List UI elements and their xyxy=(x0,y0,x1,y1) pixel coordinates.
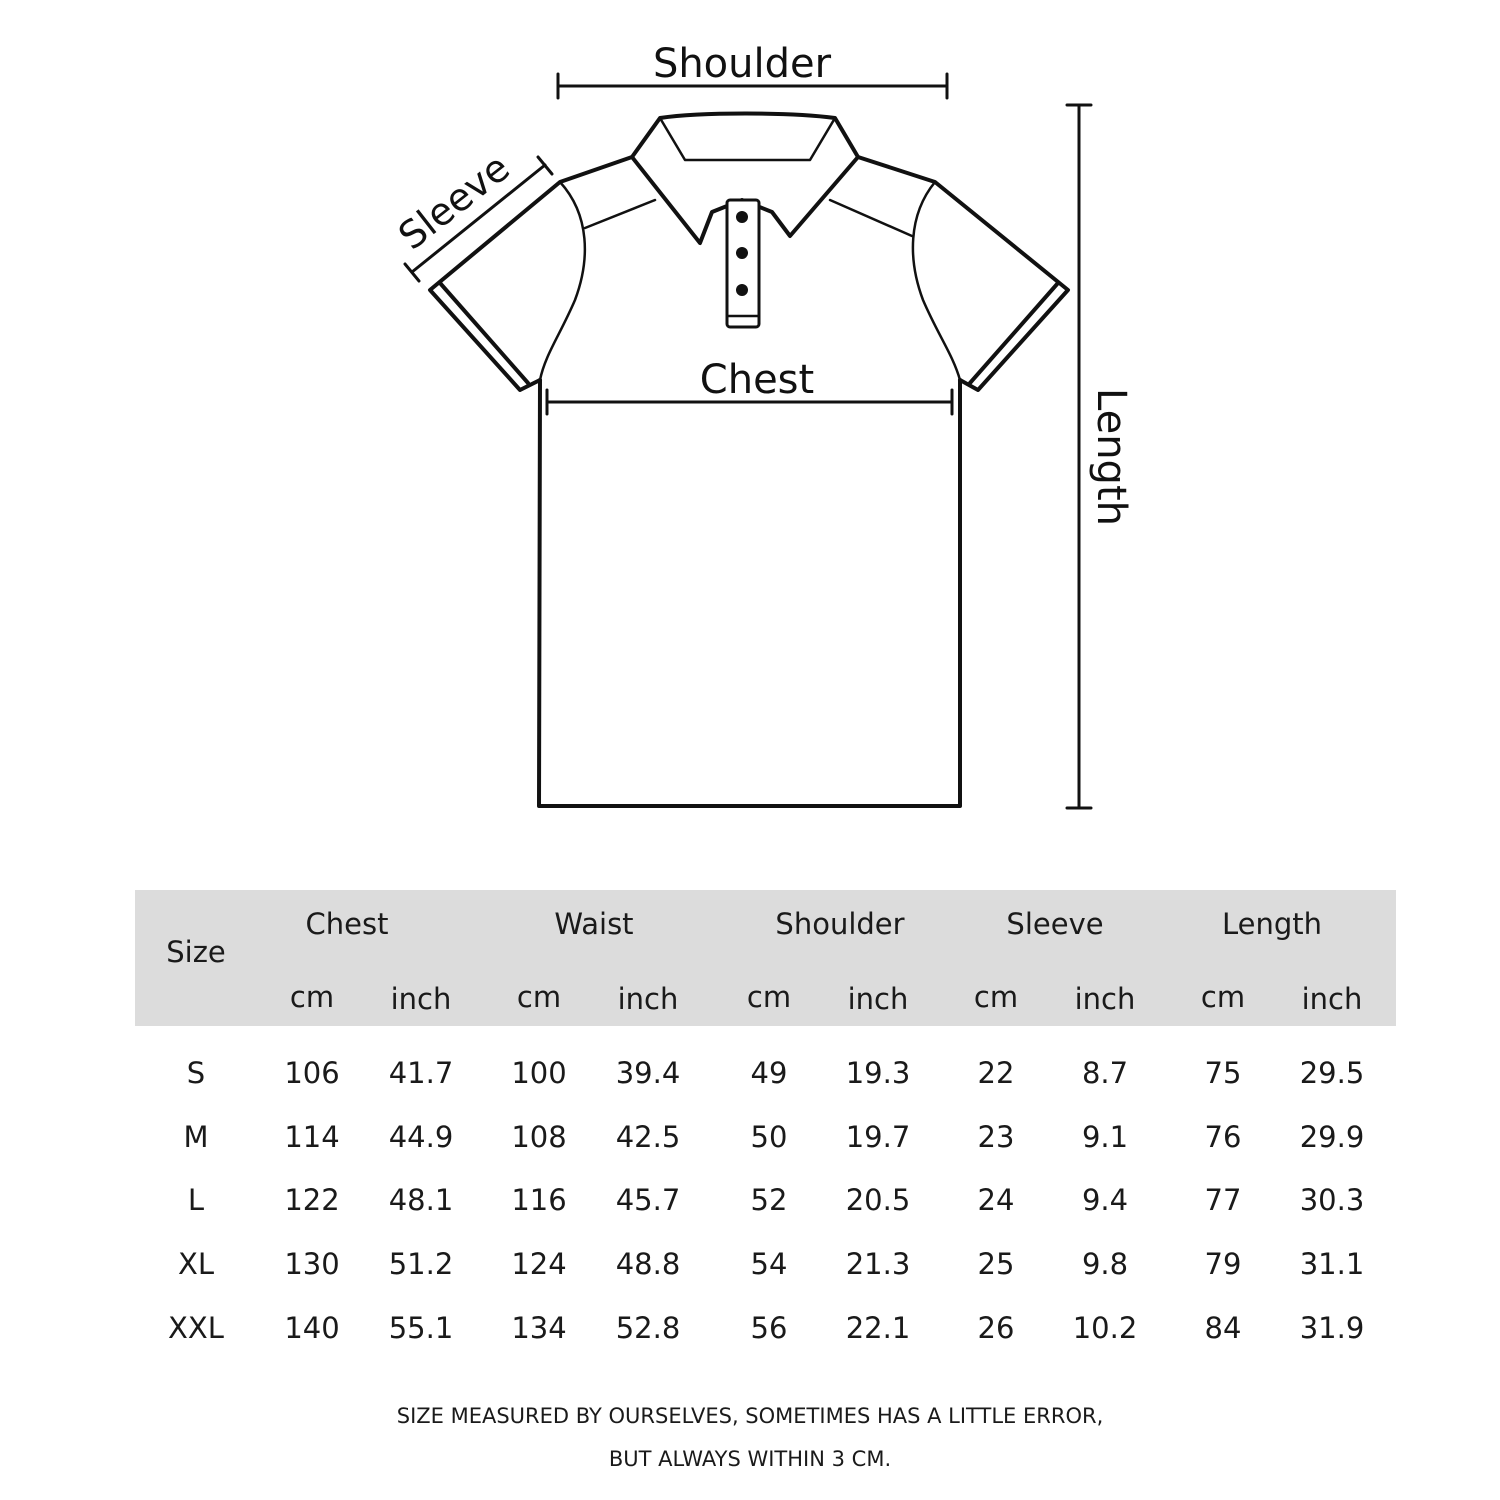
unit-header-cm: cm xyxy=(1200,980,1246,1014)
shoulder-measure xyxy=(556,72,949,100)
group-header: Sleeve xyxy=(1006,907,1104,941)
table-cell: 100 xyxy=(511,1056,567,1090)
chest-measure xyxy=(545,388,954,416)
table-cell: 29.5 xyxy=(1299,1056,1365,1090)
length-label: Length xyxy=(1088,388,1134,526)
table-cell: 22.1 xyxy=(845,1311,911,1345)
table-cell: 19.7 xyxy=(845,1120,911,1154)
table-cell: 114 xyxy=(284,1120,340,1154)
unit-header-cm: cm xyxy=(746,980,792,1014)
size-cell: XL xyxy=(177,1247,215,1281)
table-cell: 9.1 xyxy=(1081,1120,1129,1154)
table-cell: 76 xyxy=(1204,1120,1242,1154)
group-header: Waist xyxy=(554,907,634,941)
unit-header-inch: inch xyxy=(1074,982,1136,1016)
table-cell: 122 xyxy=(284,1183,340,1217)
table-cell: 21.3 xyxy=(845,1247,911,1281)
unit-header-cm: cm xyxy=(516,980,562,1014)
shoulder-label: Shoulder xyxy=(653,41,832,87)
button-icon xyxy=(736,284,748,296)
table-cell: 49 xyxy=(750,1056,788,1090)
table-cell: 25 xyxy=(977,1247,1015,1281)
table-header-background xyxy=(135,890,1396,1026)
table-cell: 106 xyxy=(284,1056,340,1090)
table-cell: 29.9 xyxy=(1299,1120,1365,1154)
table-cell: 48.8 xyxy=(615,1247,681,1281)
table-cell: 124 xyxy=(511,1247,567,1281)
table-cell: 20.5 xyxy=(845,1183,911,1217)
unit-header-cm: cm xyxy=(289,980,335,1014)
table-cell: 41.7 xyxy=(388,1056,454,1090)
group-header: Chest xyxy=(305,907,389,941)
size-cell: L xyxy=(187,1183,205,1217)
table-cell: 134 xyxy=(511,1311,567,1345)
group-header: Length xyxy=(1221,907,1323,941)
chest-label: Chest xyxy=(700,357,814,403)
table-cell: 77 xyxy=(1204,1183,1242,1217)
table-cell: 44.9 xyxy=(388,1120,454,1154)
size-cell: XXL xyxy=(168,1311,224,1345)
table-cell: 39.4 xyxy=(615,1056,681,1090)
button-icon xyxy=(736,247,748,259)
size-header: Size xyxy=(166,935,226,969)
group-header: Shoulder xyxy=(775,907,905,941)
table-cell: 19.3 xyxy=(845,1056,911,1090)
size-cell: S xyxy=(186,1056,206,1090)
table-cell: 130 xyxy=(284,1247,340,1281)
table-cell: 10.2 xyxy=(1072,1311,1138,1345)
table-cell: 45.7 xyxy=(615,1183,681,1217)
table-cell: 26 xyxy=(977,1311,1015,1345)
table-cell: 108 xyxy=(511,1120,567,1154)
table-cell: 55.1 xyxy=(388,1311,454,1345)
table-cell: 48.1 xyxy=(388,1183,454,1217)
button-icon xyxy=(736,211,748,223)
unit-header-cm: cm xyxy=(973,980,1019,1014)
unit-header-inch: inch xyxy=(847,982,909,1016)
table-cell: 9.4 xyxy=(1081,1183,1129,1217)
table-cell: 22 xyxy=(977,1056,1015,1090)
polo-shirt-diagram: Shoulder Chest Sleeve Length xyxy=(390,41,1134,810)
table-cell: 9.8 xyxy=(1081,1247,1129,1281)
unit-header-inch: inch xyxy=(617,982,679,1016)
size-cell: M xyxy=(183,1120,209,1154)
table-cell: 24 xyxy=(977,1183,1015,1217)
table-cell: 31.9 xyxy=(1299,1311,1365,1345)
table-cell: 50 xyxy=(750,1120,788,1154)
table-cell: 79 xyxy=(1204,1247,1242,1281)
table-cell: 54 xyxy=(750,1247,788,1281)
table-cell: 23 xyxy=(977,1120,1015,1154)
table-cell: 75 xyxy=(1204,1056,1242,1090)
table-cell: 8.7 xyxy=(1081,1056,1129,1090)
shirt-outline xyxy=(428,111,1070,808)
footer-note-line2: BUT ALWAYS WITHIN 3 CM. xyxy=(608,1447,892,1471)
table-cell: 84 xyxy=(1204,1311,1242,1345)
footer-note-line1: SIZE MEASURED BY OURSELVES, SOMETIMES HA… xyxy=(396,1404,1104,1428)
sleeve-measure xyxy=(403,155,554,283)
table-cell: 51.2 xyxy=(388,1247,454,1281)
table-cell: 30.3 xyxy=(1299,1183,1365,1217)
table-cell: 140 xyxy=(284,1311,340,1345)
table-cell: 31.1 xyxy=(1299,1247,1365,1281)
table-cell: 52 xyxy=(750,1183,788,1217)
table-cell: 116 xyxy=(511,1183,567,1217)
table-cell: 52.8 xyxy=(615,1311,681,1345)
table-cell: 56 xyxy=(750,1311,788,1345)
unit-header-inch: inch xyxy=(390,982,452,1016)
length-measure xyxy=(1065,103,1093,810)
unit-header-inch: inch xyxy=(1301,982,1363,1016)
table-cell: 42.5 xyxy=(615,1120,681,1154)
